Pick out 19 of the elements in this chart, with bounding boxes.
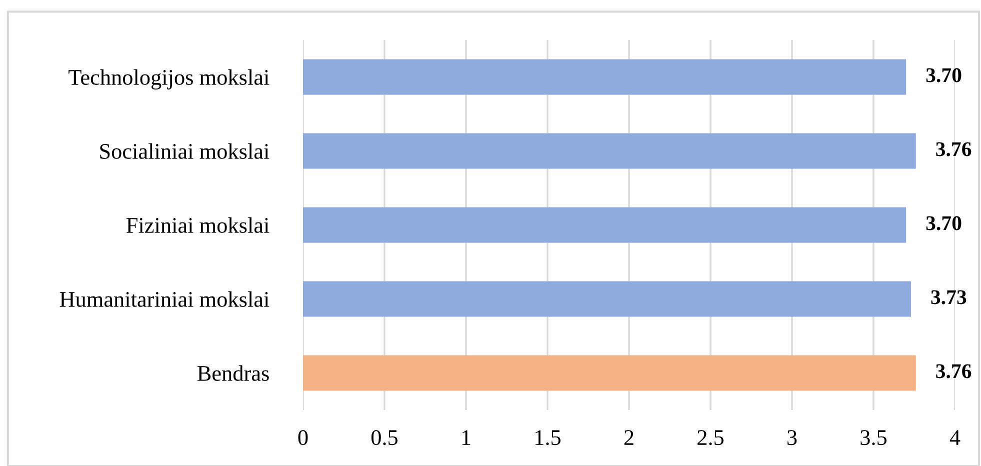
y-tick-label: Bendras	[197, 365, 269, 381]
y-tick-label: Humanitariniai mokslai	[60, 291, 270, 307]
data-label: 3.76	[936, 142, 972, 156]
y-tick-label: Fiziniai mokslai	[126, 217, 270, 233]
data-label: 3.70	[926, 68, 962, 82]
data-label: 3.73	[931, 290, 966, 304]
x-tick-label: 2.5	[698, 430, 724, 446]
x-tick-label: 2	[624, 430, 634, 445]
x-tick-label: 3	[788, 430, 797, 446]
x-tick-label: 1.5	[536, 430, 561, 446]
x-tick-label: 0.5	[371, 430, 398, 446]
x-tick-label: 3.5	[860, 430, 887, 446]
data-label: 3.76	[936, 364, 972, 378]
x-tick-label: 4	[950, 430, 960, 445]
y-tick-label: Socialiniai mokslai	[100, 143, 270, 159]
y-tick-label: Technologijos mokslai	[68, 69, 270, 90]
data-label: 3.70	[926, 216, 962, 230]
x-tick-label: 1	[462, 430, 470, 445]
x-tick-label: 0	[298, 430, 308, 446]
